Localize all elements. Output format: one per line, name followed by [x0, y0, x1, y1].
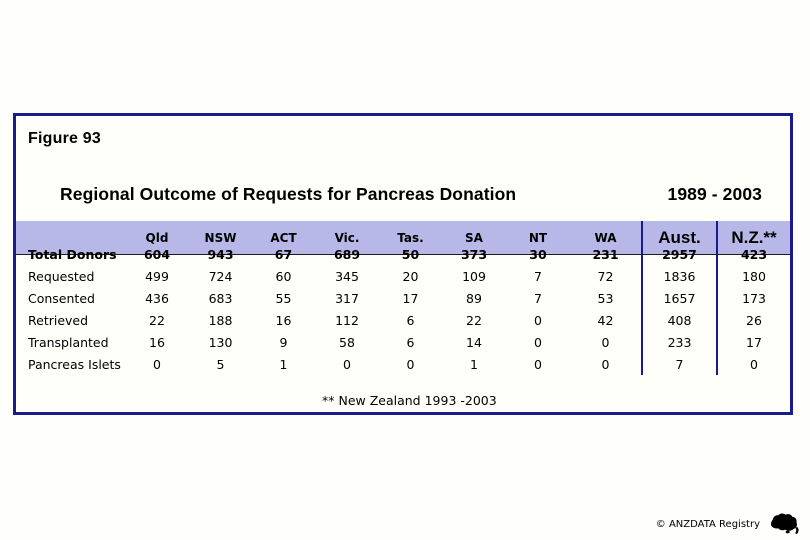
data-cell: 0: [716, 353, 790, 375]
data-cell: 423: [716, 243, 790, 265]
data-cell: 17: [402, 290, 419, 306]
data-cell: 16: [149, 334, 165, 350]
data-cell: 60: [275, 268, 292, 284]
data-cell: 1: [279, 356, 288, 372]
data-cell: 112: [335, 312, 359, 328]
data-cell: 7: [534, 268, 542, 284]
row-label: Transplanted: [28, 334, 109, 350]
data-cell: 7: [641, 353, 716, 375]
data-cell: 436: [145, 290, 169, 306]
column-header: Aust.: [641, 221, 716, 255]
data-cell: 58: [339, 334, 355, 350]
data-cell: 943: [207, 246, 234, 262]
data-cell: 683: [208, 290, 233, 306]
column-header: ACT: [252, 221, 315, 255]
data-cell: 17: [716, 331, 790, 353]
data-cell: 231: [592, 246, 619, 262]
data-cell: 373: [460, 246, 488, 262]
data-cell: 6: [406, 312, 415, 328]
data-cell: 180: [716, 265, 790, 287]
data-cell: 89: [466, 290, 482, 306]
data-cell: 0: [343, 356, 351, 372]
data-cell: 30: [529, 246, 547, 262]
data-cell: 0: [534, 356, 542, 372]
data-cell: 130: [208, 334, 233, 350]
data-cell: 345: [335, 268, 359, 284]
outcome-table: Qld NSW ACT Vic. Tas. SA NT WA Aust. N.Z.** Total …: [16, 221, 790, 375]
data-cell: 689: [333, 246, 361, 262]
data-cell: 26: [716, 309, 790, 331]
row-label: Total Donors: [28, 246, 117, 262]
figure-number: Figure 93: [28, 130, 101, 147]
row-label: Retrieved: [28, 312, 89, 328]
column-header: WA: [570, 221, 641, 255]
data-cell: 9: [279, 334, 288, 350]
data-cell: 53: [597, 290, 614, 306]
data-cell: 173: [716, 287, 790, 309]
data-cell: 50: [401, 246, 420, 262]
data-cell: 109: [462, 268, 486, 284]
data-cell: 22: [149, 312, 165, 328]
column-header: NSW: [189, 221, 252, 255]
data-cell: 1836: [641, 265, 716, 287]
chart-period: 1989 - 2003: [667, 184, 762, 204]
data-cell: 42: [597, 312, 614, 328]
title-row: Regional Outcome of Requests for Pancrea…: [60, 184, 762, 205]
data-cell: 2957: [641, 243, 716, 265]
data-cell: 14: [466, 334, 482, 350]
data-cell: 6: [406, 334, 415, 350]
row-label: Requested: [28, 268, 95, 284]
data-cell: 72: [597, 268, 614, 284]
data-cell: 0: [153, 356, 161, 372]
data-cell: 0: [534, 312, 542, 328]
data-cell: 67: [274, 246, 293, 262]
data-cell: 724: [208, 268, 233, 284]
data-cell: 317: [335, 290, 359, 306]
row-label: Pancreas Islets: [28, 356, 121, 372]
data-cell: 1657: [641, 287, 716, 309]
copyright-text: © ANZDATA Registry: [655, 518, 760, 530]
data-cell: 188: [208, 312, 233, 328]
table-footnote: ** New Zealand 1993 -2003: [322, 393, 497, 408]
anzdata-australia-map-icon: [768, 508, 802, 540]
column-header: Tas.: [379, 221, 442, 255]
data-cell: 499: [145, 268, 169, 284]
chart-title: Regional Outcome of Requests for Pancrea…: [60, 184, 517, 204]
data-cell: 0: [601, 334, 610, 350]
figure-panel: Figure 93 Regional Outcome of Requests f…: [13, 113, 793, 415]
data-cell: 0: [534, 334, 542, 350]
data-cell: 408: [641, 309, 716, 331]
data-cell: 604: [143, 246, 171, 262]
data-cell: 16: [275, 312, 292, 328]
row-label: Consented: [28, 290, 95, 306]
data-cell: 0: [406, 356, 415, 372]
data-cell: 22: [466, 312, 482, 328]
column-header: Vic.: [315, 221, 379, 255]
data-cell: 5: [216, 356, 225, 372]
data-cell: 233: [641, 331, 716, 353]
column-header: SA: [442, 221, 506, 255]
data-cell: 0: [601, 356, 610, 372]
column-header: Qld: [125, 221, 189, 255]
data-cell: 20: [402, 268, 419, 284]
data-cell: 1: [470, 356, 478, 372]
column-header: NT: [506, 221, 570, 255]
column-header-blank: [16, 221, 125, 255]
data-cell: 55: [275, 290, 292, 306]
data-cell: 7: [534, 290, 542, 306]
credit-block: © ANZDATA Registry: [656, 508, 802, 540]
column-header: N.Z.**: [716, 221, 790, 255]
